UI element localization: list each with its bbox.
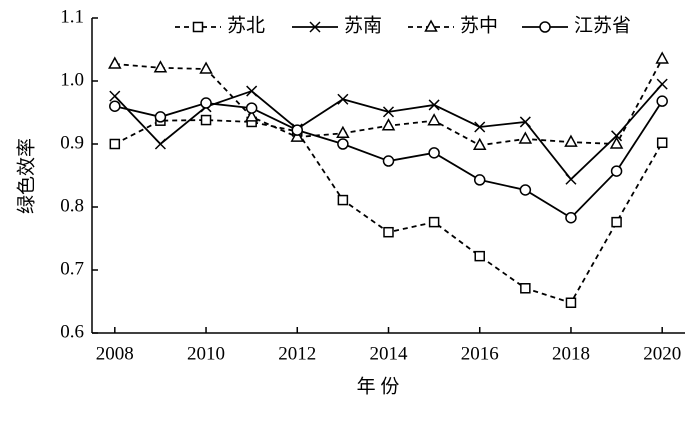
x-tick-label: 2016: [461, 343, 499, 364]
marker: [519, 184, 532, 196]
marker: [109, 100, 121, 112]
marker: [291, 124, 304, 136]
legend-label: 苏北: [227, 14, 265, 36]
marker: [199, 61, 213, 74]
marker: [381, 118, 396, 131]
legend-item: 苏北: [175, 14, 265, 36]
marker: [200, 114, 212, 126]
series: [108, 51, 669, 151]
marker: [200, 97, 212, 109]
marker: [564, 134, 578, 147]
marker: [382, 106, 395, 118]
marker: [565, 211, 577, 224]
marker: [109, 90, 121, 102]
series: [109, 114, 668, 309]
marker: [655, 51, 669, 64]
marker: [473, 174, 486, 186]
marker: [246, 85, 258, 97]
y-tick-label: 1.0: [60, 69, 84, 90]
marker: [474, 121, 486, 133]
marker: [424, 19, 438, 32]
marker: [519, 116, 531, 128]
marker: [383, 226, 394, 238]
marker: [109, 138, 121, 150]
y-tick-label: 0.7: [60, 258, 84, 279]
y-axis-label: 绿色效率: [15, 138, 37, 214]
marker: [309, 21, 321, 33]
marker: [154, 138, 166, 150]
x-tick-label: 2020: [643, 343, 681, 364]
marker: [153, 60, 168, 73]
legend-label: 江苏省: [574, 14, 631, 36]
x-tick-label: 2012: [278, 343, 316, 364]
marker: [609, 136, 624, 149]
marker: [336, 125, 350, 139]
marker: [337, 93, 349, 105]
y-tick-label: 1.1: [60, 6, 84, 27]
series-line: [114, 58, 663, 147]
marker: [108, 56, 122, 69]
marker: [656, 78, 668, 90]
marker: [290, 129, 305, 142]
marker: [611, 216, 622, 228]
marker: [539, 21, 551, 33]
marker: [428, 99, 440, 111]
legend-item: 苏中: [408, 14, 498, 36]
y-tick-label: 0.9: [60, 132, 84, 153]
legend-label: 苏南: [344, 14, 382, 36]
marker: [192, 21, 204, 33]
marker: [474, 250, 485, 262]
marker: [428, 147, 440, 159]
marker: [610, 165, 623, 177]
marker: [337, 138, 349, 150]
y-tick-label: 0.8: [60, 195, 84, 216]
x-axis-label: 年 份: [357, 375, 400, 397]
marker: [518, 131, 533, 144]
legend-item: 江苏省: [522, 14, 631, 36]
x-tick-label: 2014: [370, 343, 409, 364]
marker: [244, 109, 259, 122]
x-tick-label: 2008: [96, 343, 134, 364]
marker: [565, 297, 577, 309]
x-tick-label: 2018: [552, 343, 590, 364]
marker: [428, 216, 440, 228]
marker: [472, 137, 487, 151]
marker: [337, 194, 349, 206]
marker: [656, 95, 668, 107]
marker: [565, 173, 577, 185]
marker: [427, 113, 441, 126]
marker: [656, 137, 668, 148]
legend-label: 苏中: [460, 14, 498, 36]
series-line: [114, 119, 663, 304]
marker: [245, 102, 258, 114]
x-tick-label: 2010: [187, 343, 225, 364]
legend-item: 苏南: [292, 14, 382, 36]
series: [109, 78, 668, 185]
marker: [382, 155, 395, 167]
marker: [520, 283, 531, 294]
y-tick-label: 0.6: [60, 321, 84, 342]
series: [109, 95, 668, 224]
marker: [154, 111, 167, 123]
